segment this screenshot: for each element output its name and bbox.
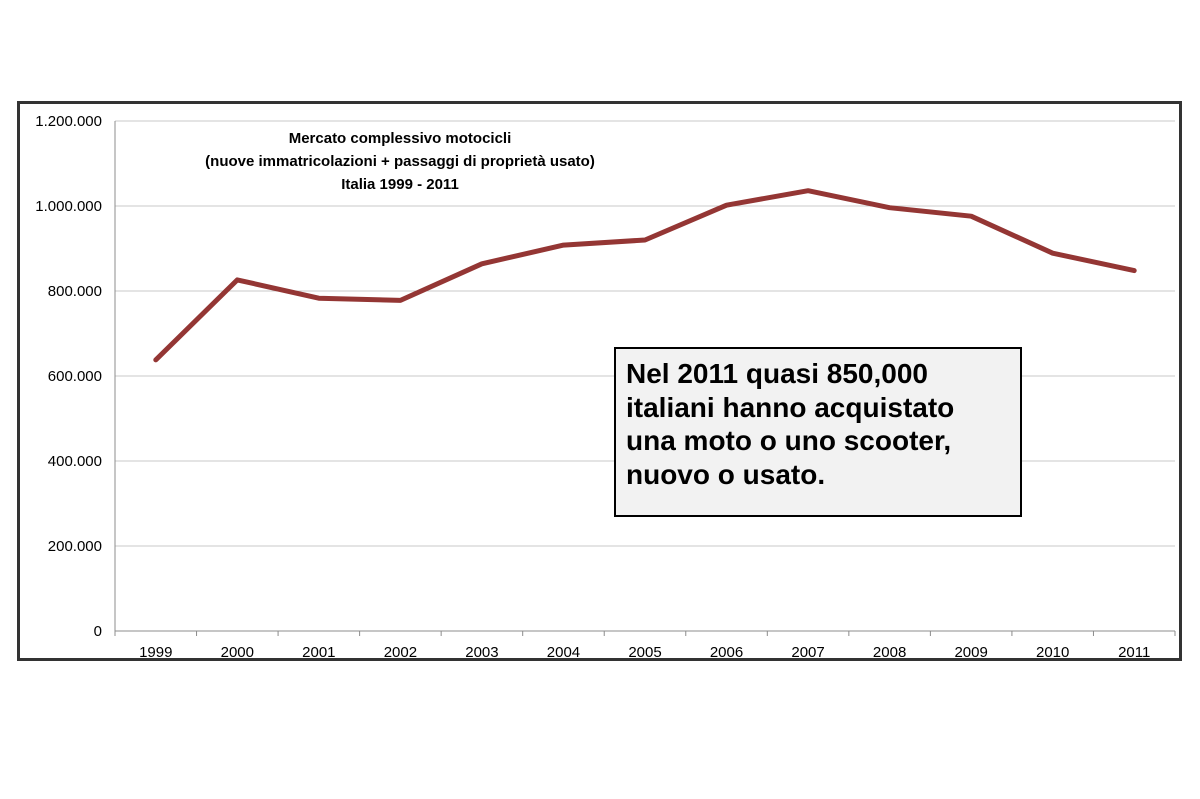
- x-tick-label: 2008: [873, 644, 906, 661]
- y-tick-label: 800.000: [48, 283, 102, 300]
- x-tick-label: 2003: [465, 644, 498, 661]
- annotation-line-2: italiani hanno acquistato: [626, 391, 955, 423]
- x-tick-label: 2010: [1036, 644, 1069, 661]
- y-tick-label: 1.200.000: [35, 113, 102, 130]
- chart-title-line-1: Mercato complessivo motocicli: [289, 130, 512, 147]
- chart-title-line-3: Italia 1999 - 2011: [341, 176, 459, 193]
- x-tick-label: 2002: [384, 644, 417, 661]
- x-tick-label: 2004: [547, 644, 580, 661]
- annotation-line-1: Nel 2011 quasi 850,000: [626, 358, 928, 389]
- x-tick-label: 1999: [139, 644, 172, 661]
- x-tick-label: 2000: [221, 644, 254, 661]
- annotation-line-4: nuovo o usato.: [626, 458, 826, 490]
- annotation-callout: Nel 2011 quasi 850,000 italiani hanno ac…: [614, 347, 1022, 517]
- annotation-line-3: una moto o uno scooter,: [626, 425, 952, 457]
- y-tick-label: 600.000: [48, 368, 102, 385]
- y-tick-label: 200.000: [48, 538, 102, 555]
- series-line: [153, 188, 1137, 363]
- y-tick-label: 1.000.000: [35, 198, 102, 215]
- chart-title-line-2: (nuove immatricolazioni + passaggi di pr…: [205, 153, 595, 170]
- y-tick-label: 400.000: [48, 453, 102, 470]
- x-tick-label: 2005: [628, 644, 661, 661]
- x-tick-label: 2011: [1118, 644, 1150, 661]
- x-tick-label: 2007: [791, 644, 824, 661]
- x-tick-label: 2006: [710, 644, 743, 661]
- x-tick-label: 2009: [954, 644, 987, 661]
- y-tick-label: 0: [94, 623, 102, 640]
- x-tick-label: 2001: [302, 644, 335, 661]
